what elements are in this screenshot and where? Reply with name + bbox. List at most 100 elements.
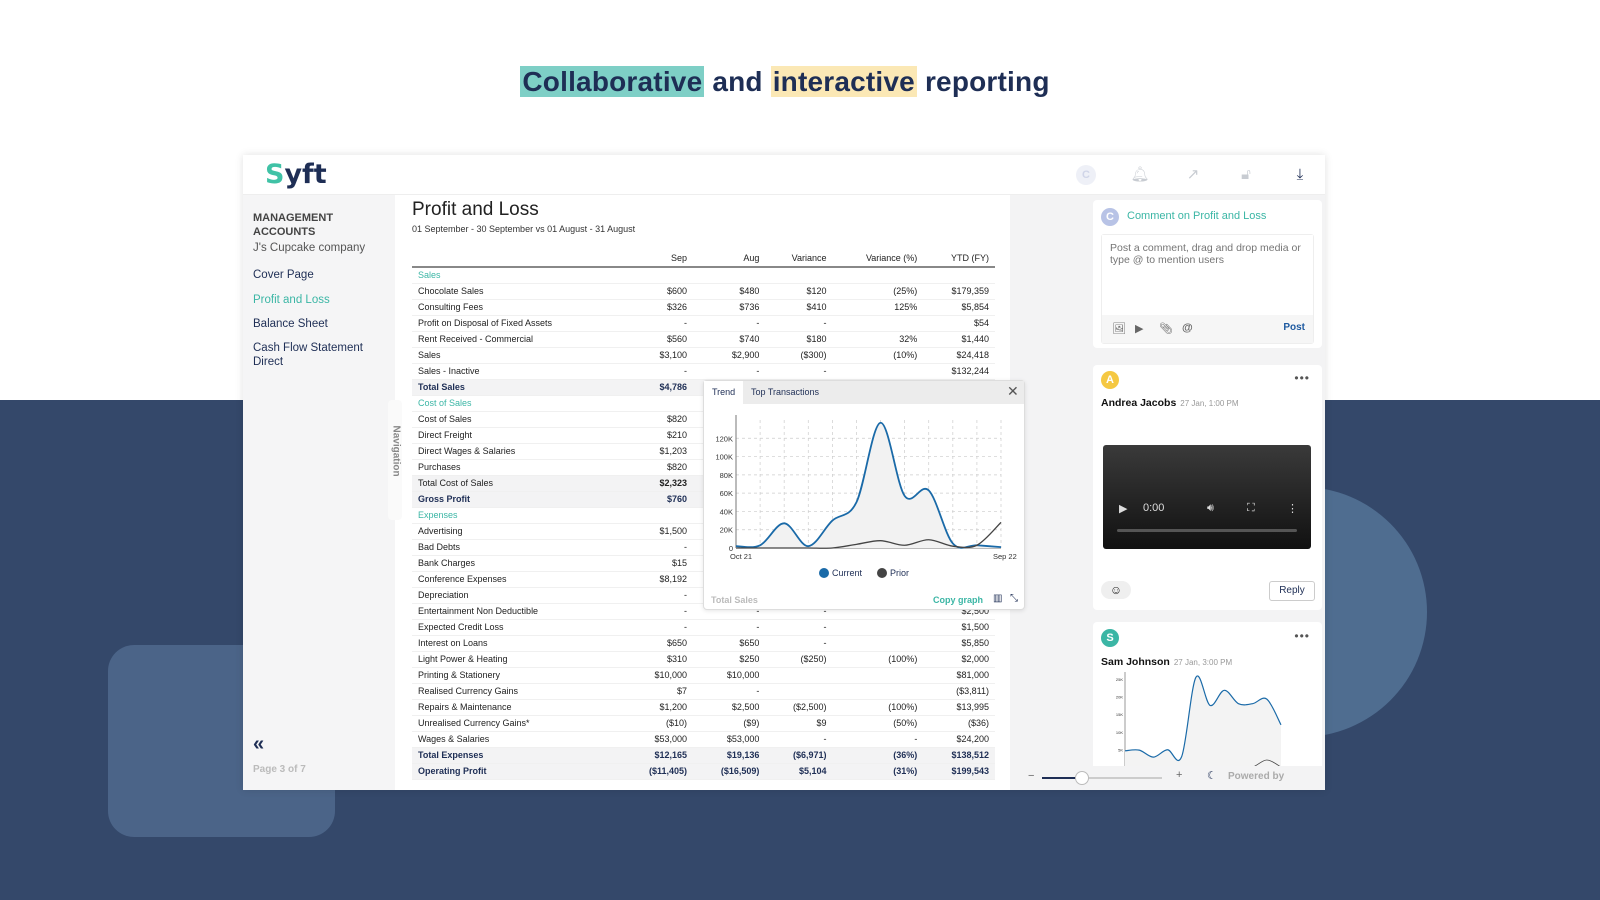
table-row[interactable]: Realised Currency Gains $7- ($3,811) (412, 683, 995, 700)
cell-value: - (765, 315, 833, 332)
comment-input[interactable] (1102, 235, 1313, 313)
cell-value: - (621, 363, 693, 380)
more-options-icon[interactable]: ••• (1294, 371, 1310, 385)
bar-chart-icon[interactable]: ▥ (993, 593, 1003, 604)
video-progress[interactable] (1117, 529, 1297, 532)
row-label: Consulting Fees (412, 299, 622, 316)
series-line-current (735, 421, 1002, 549)
zoom-slider-handle[interactable] (1074, 771, 1089, 785)
navigation-tab[interactable]: Navigation (388, 400, 402, 520)
unlock-icon[interactable]: 🔓︎ (1241, 166, 1251, 183)
row-label: Expected Credit Loss (412, 619, 622, 636)
table-row[interactable]: Printing & Stationery $10,000 $10,000 $81,0… (412, 667, 995, 684)
cell-value: $53,000 (621, 731, 693, 748)
cell-value (621, 507, 693, 524)
cell-value: 125% (832, 299, 924, 316)
table-row[interactable]: Interest on Loans $650 $650- $5,850 (412, 635, 995, 652)
comment-box: 🖼︎ ▶ 📎︎ @ Post (1101, 234, 1314, 344)
copy-graph-button[interactable]: Copy graph (933, 595, 984, 605)
syft-logo: Syft (265, 159, 327, 190)
sidebar-item-balance-sheet[interactable]: Balance Sheet (253, 318, 328, 330)
close-icon[interactable]: ✕ (1007, 383, 1019, 399)
emoji-react-icon[interactable]: ☺ (1101, 581, 1131, 599)
play-icon[interactable]: ▶ (1119, 503, 1128, 515)
fullscreen-icon[interactable]: ⛶ (1247, 502, 1255, 514)
external-link-icon[interactable]: ↗ (1186, 166, 1200, 183)
zoom-slider[interactable] (1042, 771, 1162, 785)
user-avatar-icon[interactable]: C (1076, 165, 1096, 185)
table-row[interactable]: Consulting Fees $326 $736 $410 125% $5,854 (412, 299, 995, 316)
row-label: Advertising (412, 523, 622, 540)
row-label: Depreciation (412, 587, 622, 604)
more-options-icon[interactable]: ••• (1294, 629, 1310, 643)
table-row[interactable]: Profit on Disposal of Fixed Assets - - - $54 (412, 315, 995, 332)
comment-author: Sam Johnson 27 Jan, 3:00 PM (1101, 656, 1232, 668)
volume-icon[interactable]: 🔊︎ (1207, 502, 1214, 514)
video-icon[interactable]: ▶ (1135, 323, 1144, 335)
download-icon[interactable]: ⤓ (1296, 166, 1304, 183)
mention-icon[interactable]: @ (1182, 322, 1193, 334)
bell-icon[interactable]: 🔔︎ (1130, 166, 1150, 183)
report-period: 01 September - 30 September vs 01 August… (412, 224, 636, 234)
y-tick-label: 5K (1118, 747, 1123, 752)
table-row[interactable]: Light Power & Heating $310 $250 ($250) (100%… (412, 651, 995, 668)
series-line-prior (735, 521, 1002, 549)
reply-button[interactable]: Reply (1269, 581, 1315, 601)
mini-line-current (1124, 675, 1282, 762)
cell-value: $7 (621, 683, 693, 700)
tab-top-transactions[interactable]: Top Transactions (751, 387, 820, 397)
cell-value: - (621, 587, 693, 604)
collapse-sidebar-icon[interactable]: « (253, 733, 265, 755)
cell-value (765, 267, 833, 284)
image-icon[interactable]: 🖼︎ (1112, 323, 1126, 335)
table-row[interactable]: Unrealised Currency Gains* ($10) ($9) $9 (50… (412, 715, 995, 732)
y-tick-label: 10K (1116, 730, 1123, 735)
comments-panel: C Comment on Profit and Loss 🖼︎ ▶ 📎︎ @ P… (1022, 195, 1325, 790)
cell-value: ($2,500) (765, 699, 833, 716)
y-tick-label: 80K (720, 471, 733, 480)
sidebar-item-cash-flow[interactable]: Cash Flow Statement Direct (253, 342, 363, 368)
mini-area (1125, 675, 1281, 767)
cell-value: $15 (621, 555, 693, 572)
video-menu-icon[interactable]: ⋮ (1287, 503, 1298, 515)
table-row[interactable]: Chocolate Sales $600 $480 $120 (25%) $179,359 (412, 283, 995, 300)
cell-value: - (765, 635, 833, 652)
cell-value: - (692, 683, 766, 700)
cell-value: $10,000 (621, 667, 693, 684)
cell-value: $410 (765, 299, 833, 316)
headline-highlight-2: interactive (770, 66, 917, 97)
table-row[interactable]: Sales - Inactive - - - $132,244 (412, 363, 995, 380)
row-label: Direct Freight (412, 427, 622, 444)
comment-composer: C Comment on Profit and Loss 🖼︎ ▶ 📎︎ @ P… (1093, 200, 1322, 348)
post-button[interactable]: Post (1283, 322, 1305, 333)
table-row[interactable]: Total Expenses $12,165 $19,136 ($6,971) (36%… (412, 747, 995, 764)
avatar: A (1101, 371, 1119, 389)
video-player[interactable]: ▶ 0:00 🔊︎ ⛶ ⋮ (1103, 445, 1311, 549)
cell-value: (100%) (832, 651, 924, 668)
avatar: C (1101, 208, 1119, 226)
table-row[interactable]: Repairs & Maintenance $1,200 $2,500 ($2,500… (412, 699, 995, 716)
cell-value: - (621, 315, 693, 332)
cell-value: $250 (692, 651, 766, 668)
cell-value: - (621, 539, 693, 556)
column-header: Sep (621, 250, 693, 268)
sidebar-item-cover-page[interactable]: Cover Page (253, 269, 314, 281)
cell-value: (36%) (832, 747, 924, 764)
cell-value: ($36) (923, 715, 995, 732)
tab-trend[interactable]: Trend (704, 381, 744, 404)
sidebar-item-profit-and-loss[interactable]: Profit and Loss (253, 294, 330, 306)
cell-value: $132,244 (923, 363, 995, 380)
table-row[interactable]: Sales $3,100 $2,900 ($300) (10%) $24,418 (412, 347, 995, 364)
zoom-out-button[interactable]: − (1028, 770, 1035, 782)
y-tick-label: 60K (720, 489, 733, 498)
section-header-row[interactable]: Sales (412, 267, 995, 284)
table-row[interactable]: Rent Received - Commercial $560 $740 $180 32… (412, 331, 995, 348)
table-row[interactable]: Expected Credit Loss - - - $1,500 (412, 619, 995, 636)
table-row[interactable]: Operating Profit ($11,405) ($16,509) $5,104… (412, 763, 995, 780)
attachment-icon[interactable]: 📎︎ (1159, 323, 1173, 335)
table-row[interactable]: Wages & Salaries $53,000 $53,000- - $24,200 (412, 731, 995, 748)
dark-mode-icon[interactable]: ☾ (1207, 770, 1217, 782)
zoom-in-button[interactable]: + (1176, 769, 1183, 781)
expand-icon[interactable]: ⤡ (1010, 593, 1018, 604)
comment-time: 27 Jan, 3:00 PM (1173, 658, 1233, 667)
